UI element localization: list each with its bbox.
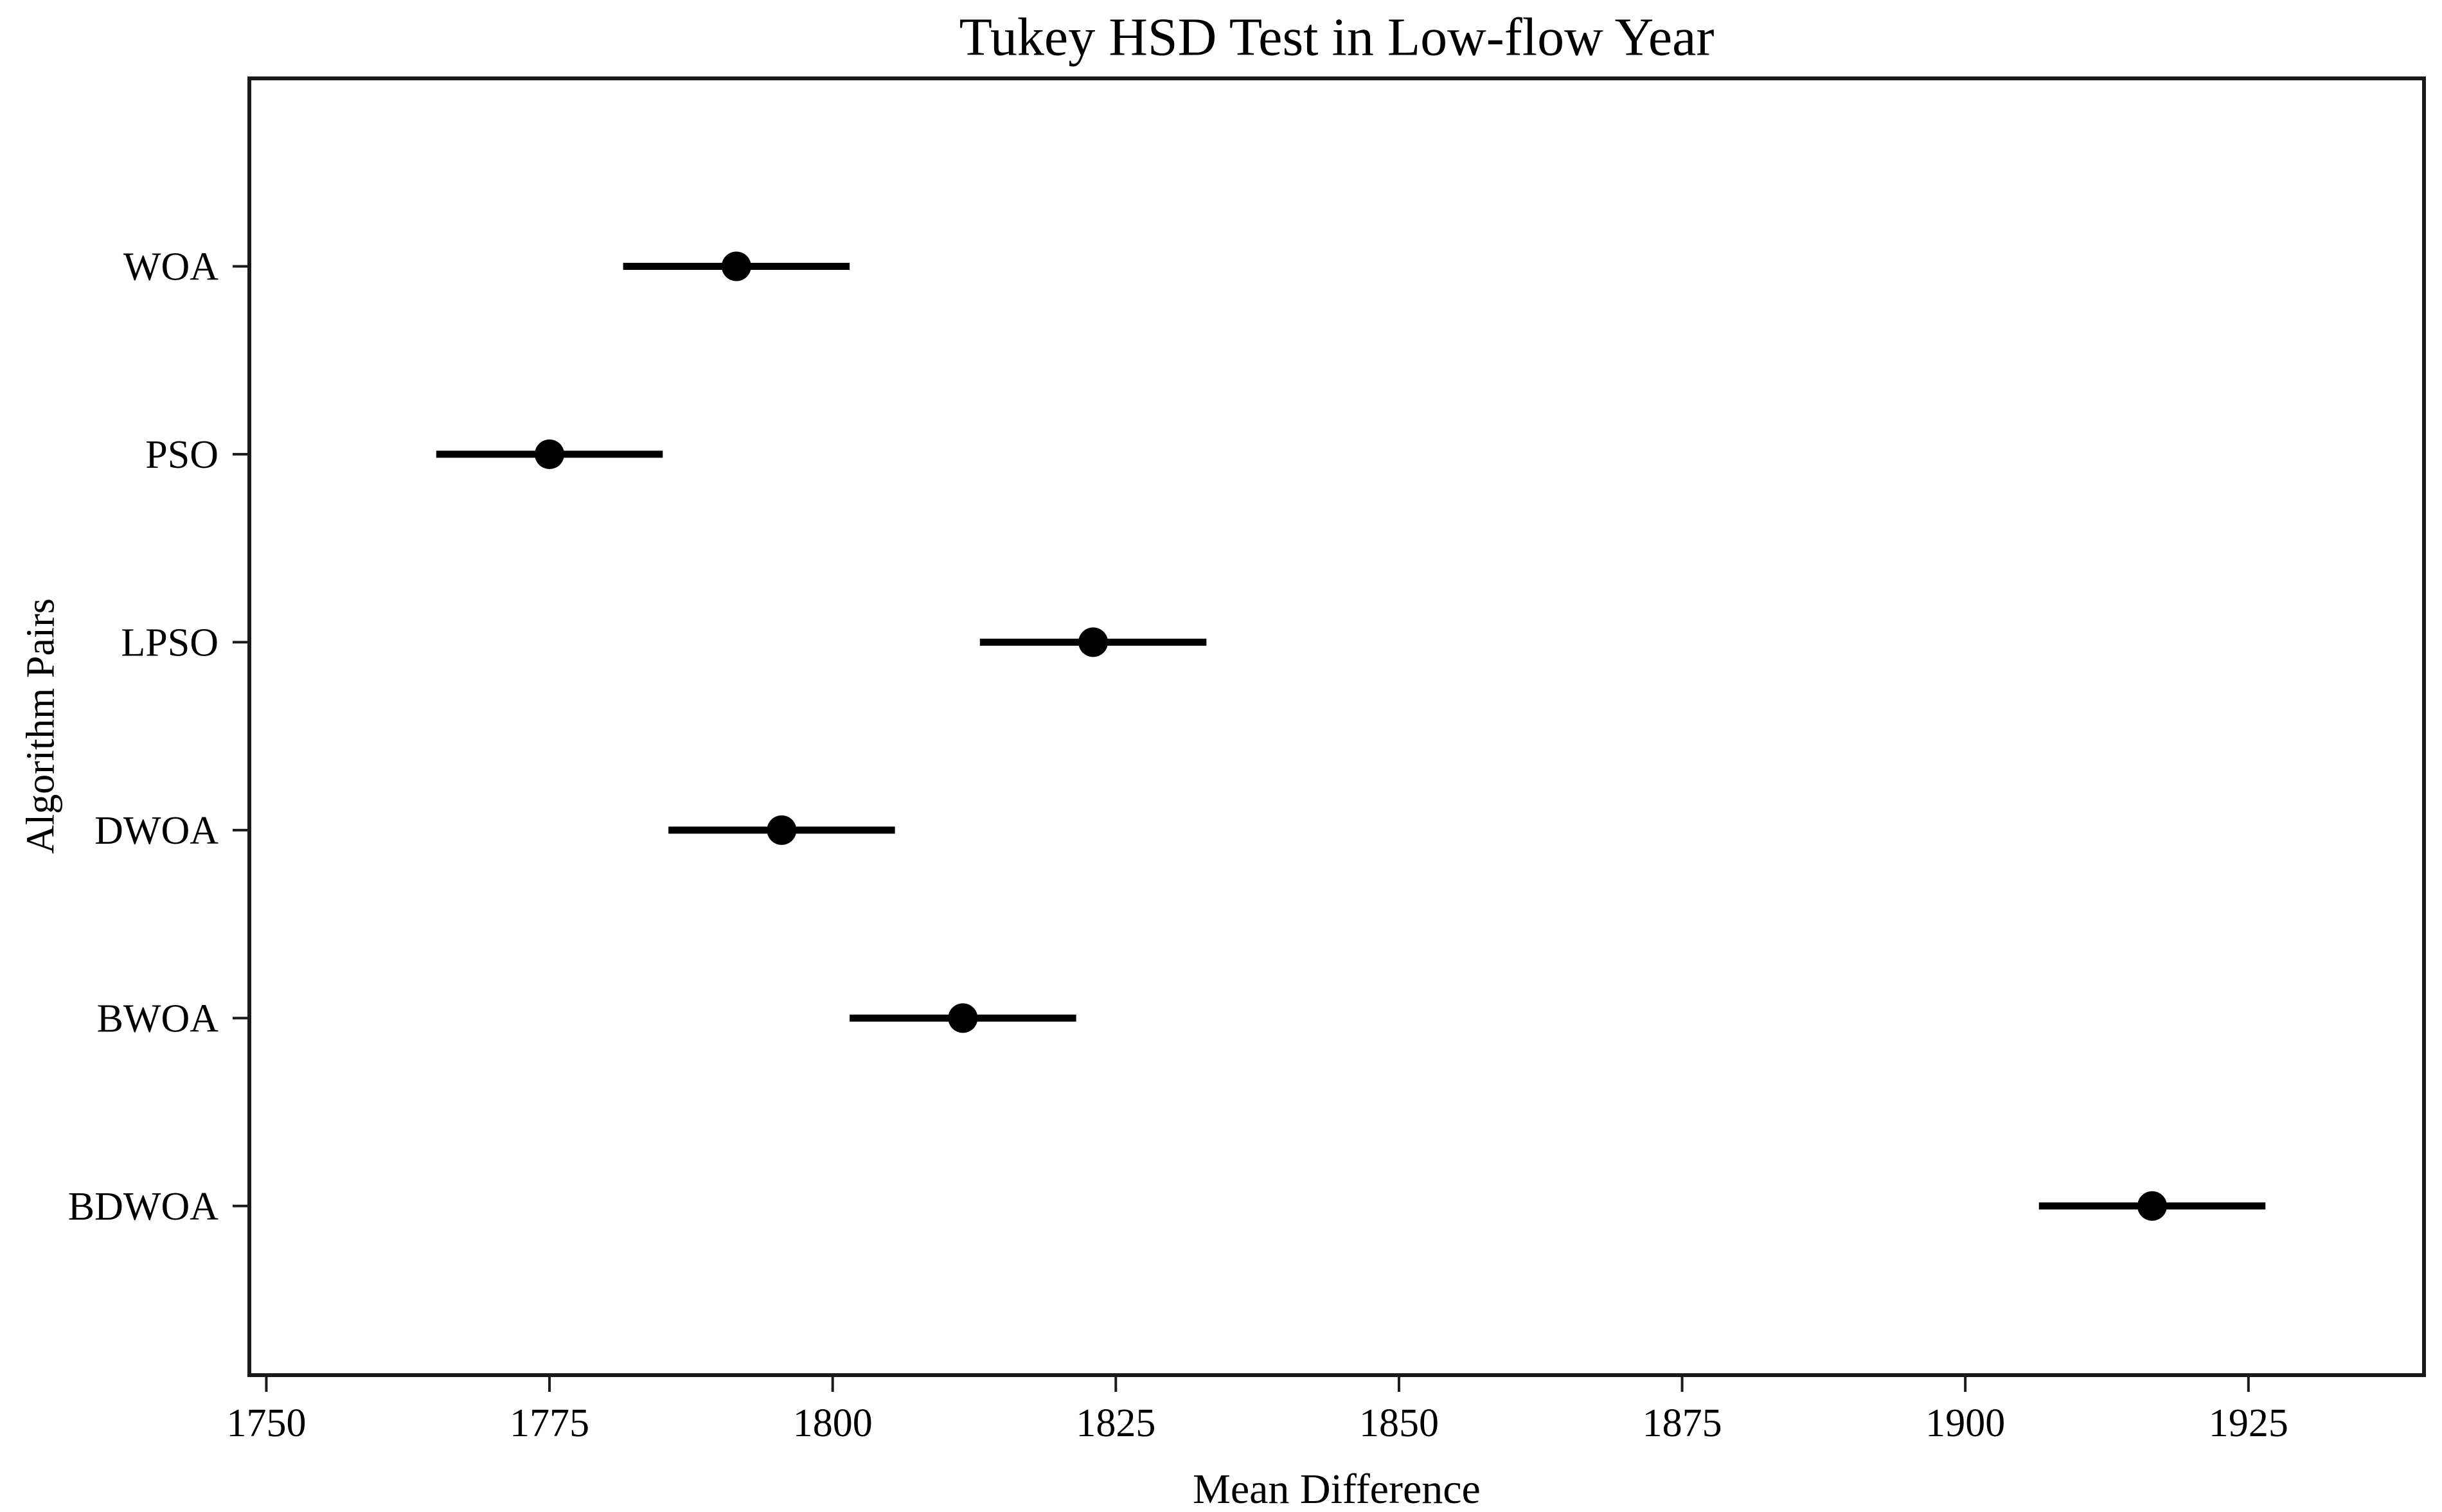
chart-title: Tukey HSD Test in Low-flow Year	[959, 7, 1715, 67]
mean-point	[948, 1003, 978, 1033]
mean-point	[721, 251, 751, 281]
x-axis-label: Mean Difference	[1193, 1466, 1481, 1512]
mean-point	[535, 439, 565, 469]
x-tick-label: 1850	[1359, 1401, 1439, 1445]
y-tick-label: PSO	[145, 433, 218, 477]
mean-point	[2137, 1191, 2167, 1221]
y-tick-label: DWOA	[94, 809, 218, 853]
x-tick-label: 1800	[793, 1401, 873, 1445]
x-tick-label: 1875	[1643, 1401, 1722, 1445]
mean-point	[1078, 627, 1109, 657]
x-tick-label: 1775	[510, 1401, 589, 1445]
y-tick-label: WOA	[123, 245, 218, 289]
x-tick-label: 1750	[226, 1401, 306, 1445]
plot-spines	[247, 76, 2426, 1377]
x-tick-label: 1925	[2209, 1401, 2288, 1445]
x-tick-label: 1900	[1925, 1401, 2005, 1445]
y-tick-label: LPSO	[121, 621, 218, 664]
y-tick-label: BWOA	[97, 997, 219, 1040]
x-tick-label: 1825	[1076, 1401, 1155, 1445]
mean-point	[767, 815, 797, 845]
y-tick-label: BDWOA	[68, 1185, 218, 1229]
